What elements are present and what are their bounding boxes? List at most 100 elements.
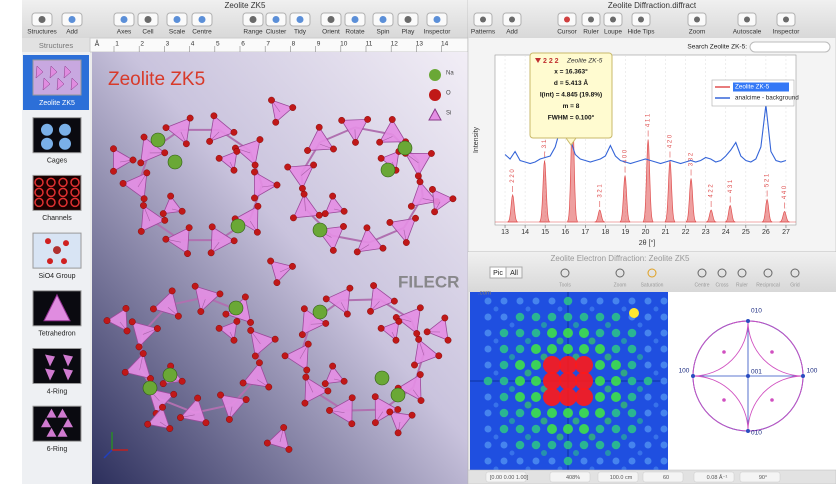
diffraction-spot <box>579 344 589 354</box>
peak-label: 3 1 0 <box>542 134 548 148</box>
tetrahedron <box>378 118 407 143</box>
legend-label: O <box>446 91 451 97</box>
structure-name: 4-Ring <box>47 388 68 395</box>
diffraction-spot <box>611 312 621 322</box>
thumb-shape <box>58 197 68 208</box>
window-title: Zeolite Diffraction.diffract <box>608 1 697 10</box>
o-atom <box>394 429 402 437</box>
o-atom <box>449 195 457 203</box>
diffraction-spot <box>531 408 541 418</box>
o-atom <box>153 325 161 332</box>
na-atom <box>167 154 183 170</box>
o-atom <box>217 391 224 399</box>
o-atom <box>268 96 275 104</box>
window-title: Zeolite ZK5 <box>225 1 266 10</box>
diffraction-spot <box>580 297 588 305</box>
diffraction-spot <box>637 450 643 456</box>
tetrahedron <box>218 150 238 171</box>
o-atom <box>372 419 379 427</box>
legend-label: Na <box>446 71 454 77</box>
diffraction-spot <box>557 306 563 312</box>
structure-name: 6-Ring <box>47 446 68 453</box>
thumbnail[interactable] <box>32 117 82 154</box>
o-atom <box>162 124 170 132</box>
diffraction-spot <box>509 450 515 456</box>
search-field[interactable] <box>749 41 831 53</box>
o-atom <box>322 320 330 327</box>
diffraction-spot <box>595 344 605 354</box>
ruler-label: 4 <box>191 41 195 48</box>
thumb-shape <box>53 246 61 255</box>
ruler-label: 6 <box>241 41 245 48</box>
o-atom <box>194 394 202 402</box>
o-atom <box>216 290 224 298</box>
great-circle <box>692 375 749 432</box>
icon <box>68 16 76 23</box>
diffraction-spot <box>493 306 499 312</box>
tooltip-name: Zeolite ZK-5 <box>566 58 603 65</box>
o-atom <box>271 335 279 343</box>
diffraction-spot <box>653 306 659 312</box>
o-atom <box>139 350 147 357</box>
x-tick-label: 21 <box>662 229 670 236</box>
diffraction-spot <box>515 440 525 450</box>
icon <box>744 16 750 23</box>
thumbnail[interactable] <box>32 174 82 211</box>
o-atom <box>253 228 261 236</box>
o-atom <box>435 352 443 360</box>
segment-button[interactable] <box>505 266 523 279</box>
ruler-label: 2 <box>140 41 144 48</box>
diffraction-spot <box>611 376 621 386</box>
thumb-shape <box>63 418 73 428</box>
diffraction-spot <box>612 297 620 305</box>
na-atom <box>162 367 178 383</box>
thumb-shape <box>43 293 71 322</box>
great-circle <box>747 375 804 432</box>
thumbnail[interactable] <box>32 405 82 442</box>
tetrahedron <box>162 195 183 215</box>
diffraction-spot <box>524 369 532 377</box>
diffraction-spot <box>628 457 636 465</box>
toolbar-label: Grid <box>790 282 800 288</box>
diffraction-spot <box>575 388 593 406</box>
diffraction-spot <box>515 376 525 386</box>
o-atom <box>185 224 193 232</box>
diffraction-spot <box>531 376 541 386</box>
toolbar-label: Scale <box>169 29 186 36</box>
thumb-shape <box>46 427 57 437</box>
peak-label: 4 2 2 <box>709 184 715 198</box>
o-atom <box>150 305 157 313</box>
o-atom <box>273 181 281 189</box>
icon <box>737 268 747 278</box>
o-atom <box>128 318 136 326</box>
structure-name: SiO4 Group <box>39 273 76 280</box>
o-atom <box>298 331 306 339</box>
peak <box>725 204 736 223</box>
toolbar-label: Add <box>66 29 78 36</box>
tetrahedron <box>140 204 166 233</box>
diffraction-spot <box>611 392 621 402</box>
tetrahedron <box>234 205 259 233</box>
diffraction-spot <box>524 337 532 345</box>
o-atom <box>330 145 337 153</box>
o-atom <box>284 163 292 171</box>
o-atom <box>161 149 169 157</box>
diffraction-spot <box>563 456 573 466</box>
o-atom <box>140 202 147 209</box>
diffraction-spot <box>579 328 589 338</box>
x-tick-label: 24 <box>722 229 730 236</box>
o-atom <box>390 297 398 305</box>
diffraction-spot <box>660 425 668 433</box>
o-atom <box>348 394 356 402</box>
toolbar-label: Saturation <box>641 282 664 288</box>
o-atom <box>281 352 289 360</box>
diffraction-spot <box>572 449 580 457</box>
thumbnail[interactable] <box>32 348 82 384</box>
o-atom <box>230 166 238 174</box>
diffraction-spot <box>484 313 492 321</box>
tetrahedron <box>165 117 191 145</box>
peak-label: 3 3 2 <box>689 152 695 166</box>
thumb-shape <box>46 177 56 188</box>
diffraction-spot <box>493 434 499 440</box>
